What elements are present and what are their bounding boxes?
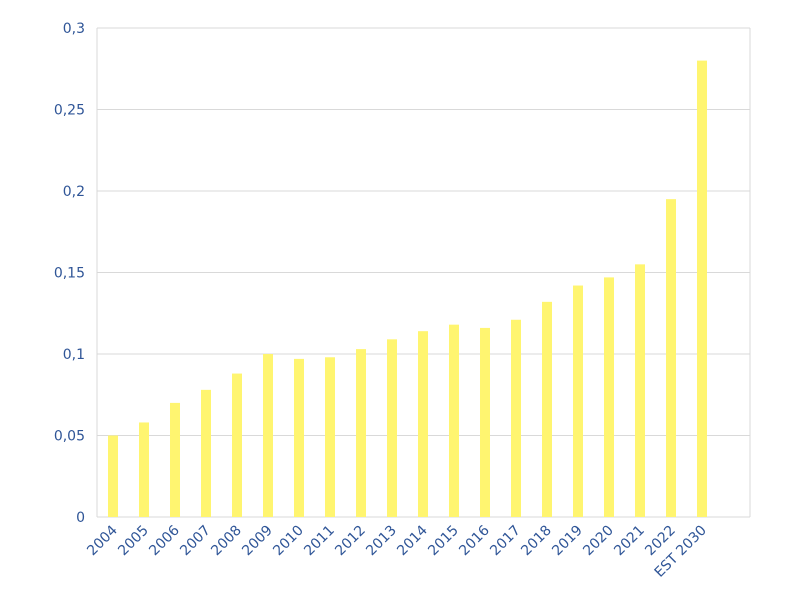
x-tick-label: 2015 — [425, 523, 462, 560]
x-tick-label: 2014 — [394, 522, 431, 559]
bar — [418, 331, 428, 517]
bar — [232, 373, 242, 517]
bar — [170, 402, 180, 517]
x-tick-label: 2008 — [208, 523, 245, 560]
x-tick-label: 2010 — [270, 523, 307, 560]
x-tick-label: 2005 — [115, 523, 152, 560]
x-tick-label: 2007 — [177, 523, 214, 560]
x-tick-label: 2006 — [146, 522, 183, 559]
bar — [356, 349, 366, 517]
bar — [201, 389, 211, 517]
bar — [480, 327, 490, 517]
bar — [511, 319, 521, 517]
bar — [294, 358, 304, 517]
bar — [263, 354, 273, 517]
bar — [697, 60, 707, 517]
y-tick-label: 0,05 — [54, 429, 85, 445]
x-tick-label: 2004 — [84, 522, 121, 559]
y-tick-label: 0,2 — [63, 184, 85, 200]
bar — [325, 357, 335, 517]
y-tick-label: 0,15 — [54, 266, 85, 282]
bar — [604, 277, 614, 517]
bar — [387, 339, 397, 517]
x-tick-label: 2012 — [332, 523, 369, 560]
y-tick-label: 0,25 — [54, 103, 85, 119]
x-tick-label: 2009 — [239, 523, 276, 560]
y-tick-label: 0,3 — [63, 21, 85, 37]
x-axis-ticks: 2004200520062007200820092010201120122013… — [84, 522, 710, 580]
x-tick-label: 2020 — [580, 523, 617, 560]
y-tick-label: 0,1 — [63, 347, 85, 363]
bar — [542, 301, 552, 517]
bar — [573, 285, 583, 517]
bars — [108, 60, 707, 517]
bar — [139, 422, 149, 517]
x-tick-label: 2019 — [549, 523, 586, 560]
y-tick-label: 0 — [76, 510, 85, 526]
x-tick-label: 2016 — [456, 522, 493, 559]
x-tick-label: 2011 — [301, 523, 338, 560]
bar — [449, 324, 459, 517]
x-tick-label: 2021 — [611, 523, 648, 560]
x-tick-label: 2017 — [487, 523, 524, 560]
bar — [666, 199, 676, 517]
x-tick-label: 2013 — [363, 523, 400, 560]
x-tick-label: 2018 — [518, 523, 555, 560]
bar — [108, 435, 118, 517]
bar — [635, 264, 645, 517]
y-axis-ticks: 0 0,05 0,1 0,15 0,2 0,25 0,3 — [54, 21, 85, 526]
